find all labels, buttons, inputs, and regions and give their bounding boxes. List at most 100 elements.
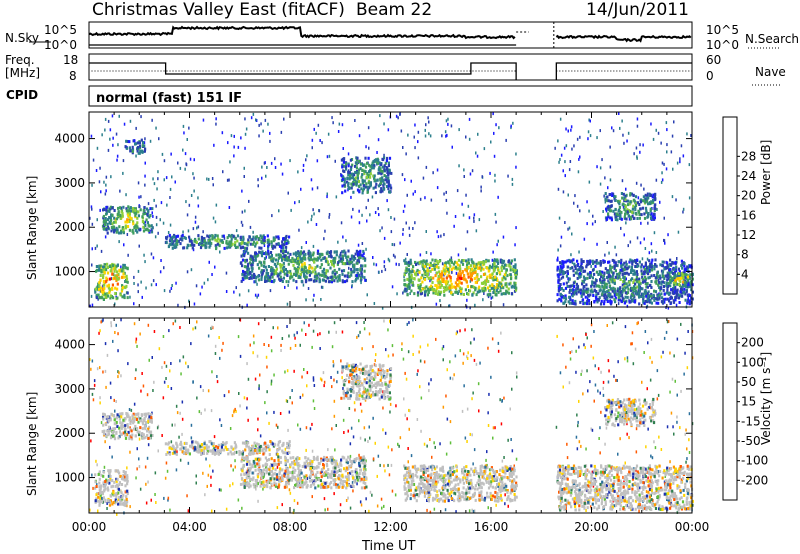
echo-cell [360, 271, 363, 275]
echo-cell [459, 274, 462, 278]
speckle-cell [188, 203, 191, 207]
echo-cell [599, 263, 602, 267]
echo-cell [216, 234, 219, 238]
echo-cell [184, 236, 187, 240]
echo-cell [118, 206, 122, 210]
speckle-cell [136, 467, 138, 471]
speckle-cell [323, 384, 325, 388]
echo-cell [573, 302, 576, 306]
speckle-cell [671, 134, 674, 138]
echo-cell [299, 275, 302, 279]
echo-cell [287, 258, 290, 262]
speckle-cell [179, 166, 182, 170]
speckle-cell [582, 392, 584, 396]
speckle-cell [241, 189, 243, 193]
echo-cell [204, 241, 207, 245]
echo-cell [614, 218, 618, 221]
echo-cell [445, 281, 448, 285]
echo-cell [171, 240, 174, 243]
speckle-cell [398, 263, 400, 267]
echo-cell [440, 284, 443, 287]
echo-cell [167, 245, 170, 249]
speckle-cell [299, 427, 302, 431]
echo-cell [331, 276, 334, 280]
echo-cell [574, 264, 577, 268]
speckle-cell [376, 504, 379, 508]
speckle-cell [653, 231, 656, 235]
echo-cell [494, 278, 497, 281]
echo-cell [281, 240, 284, 244]
speckle-cell [262, 487, 264, 491]
echo-cell [593, 288, 596, 292]
echo-cell [122, 263, 125, 267]
speckle-cell [106, 353, 109, 357]
echo-cell [341, 184, 344, 188]
speckle-cell [469, 432, 471, 436]
echo-cell [381, 189, 384, 193]
echo-cell [112, 225, 115, 229]
echo-cell [106, 225, 110, 229]
echo-cell [326, 250, 329, 254]
echo-cell [580, 262, 583, 265]
echo-cell [240, 279, 243, 283]
speckle-cell [589, 134, 592, 138]
echo-cell [590, 284, 593, 288]
echo-cell [275, 264, 278, 268]
echo-cell [239, 246, 242, 250]
echo-cell [669, 301, 673, 305]
echo-cell [583, 285, 586, 288]
echo-cell [357, 274, 360, 278]
echo-cell [505, 285, 508, 289]
echo-cell [686, 300, 689, 304]
speckle-cell [302, 163, 305, 167]
echo-cell [653, 206, 656, 210]
echo-cell [354, 176, 357, 180]
echo-cell [481, 261, 484, 265]
echo-cell [417, 286, 420, 289]
speckle-cell [265, 355, 268, 359]
speckle-cell [592, 214, 594, 218]
speckle-cell [345, 239, 347, 243]
echo-cell [260, 246, 263, 250]
speckle-cell [562, 385, 564, 389]
echo-cell [333, 279, 336, 283]
echo-cell [338, 259, 342, 263]
echo-cell [558, 273, 561, 276]
echo-cell [649, 262, 652, 266]
echo-cell [282, 276, 285, 280]
speckle-cell [163, 361, 166, 365]
echo-cell [477, 266, 480, 270]
speckle-cell [647, 341, 649, 345]
echo-cell [654, 276, 657, 280]
speckle-cell [417, 156, 420, 160]
echo-cell [686, 265, 689, 269]
echo-cell [120, 210, 123, 214]
speckle-cell [96, 218, 98, 222]
speckle-cell [163, 178, 165, 182]
speckle-cell [317, 123, 320, 127]
echo-cell [476, 290, 479, 294]
speckle-cell [276, 506, 279, 510]
speckle-cell [663, 239, 666, 243]
echo-cell [679, 280, 682, 284]
echo-cell [200, 244, 203, 248]
speckle-cell [452, 377, 454, 381]
echo-cell [149, 207, 152, 211]
echo-cell [587, 262, 590, 266]
echo-cell [634, 282, 637, 286]
speckle-cell [436, 186, 439, 190]
speckle-cell [170, 362, 172, 365]
echo-cell [601, 292, 604, 296]
speckle-cell [642, 143, 644, 147]
echo-cell [341, 269, 344, 273]
speckle-cell [430, 198, 433, 202]
speckle-cell [565, 507, 567, 510]
speckle-cell [570, 253, 572, 257]
speckle-cell [307, 220, 309, 224]
speckle-cell [258, 134, 260, 138]
speckle-cell [644, 247, 647, 250]
speckle-cell [663, 162, 665, 166]
echo-cell [109, 215, 112, 219]
echo-cell [351, 270, 354, 274]
speckle-cell [676, 420, 678, 424]
